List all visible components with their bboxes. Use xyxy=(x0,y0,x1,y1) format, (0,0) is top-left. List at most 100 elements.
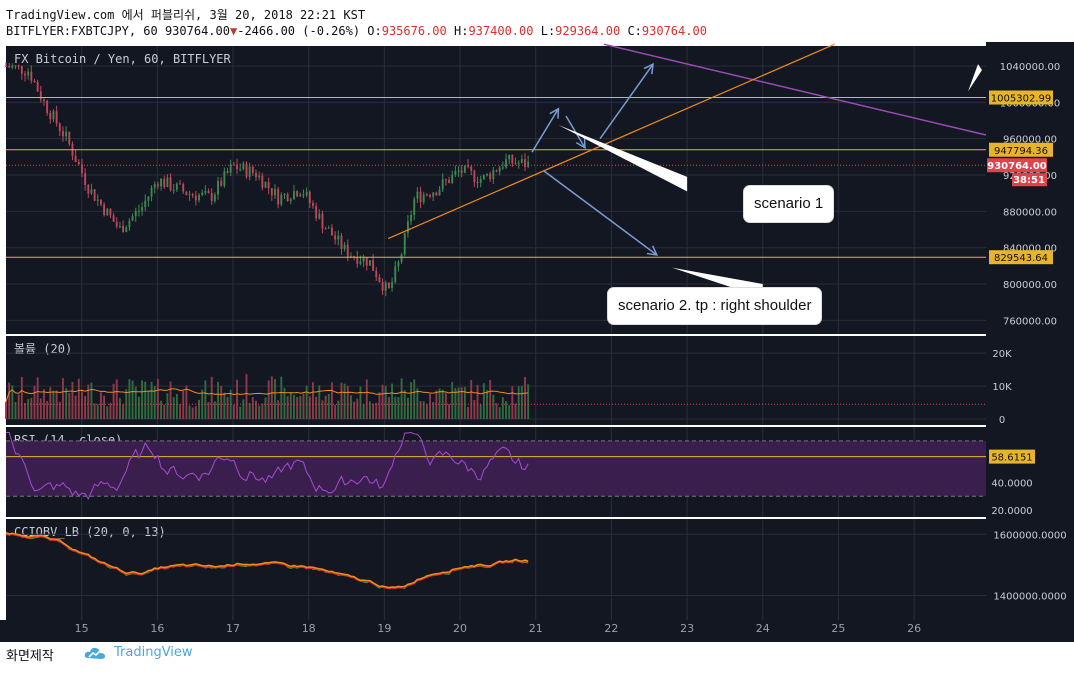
candle-body xyxy=(49,112,52,120)
volume-bar xyxy=(270,376,273,419)
candle-body xyxy=(286,193,289,202)
candle-body xyxy=(68,131,71,144)
x-tick-label: 21 xyxy=(529,622,543,635)
volume-bar xyxy=(81,391,83,419)
candle-body xyxy=(188,194,191,196)
candle-body xyxy=(109,208,112,216)
candle-body xyxy=(77,162,80,165)
volume-bar xyxy=(312,382,314,419)
candle-body xyxy=(451,174,454,183)
x-tick-label: 16 xyxy=(150,622,164,635)
volume-bar xyxy=(467,406,469,419)
level-label: 947794.36 xyxy=(994,146,1048,157)
volume-bar xyxy=(169,381,172,419)
candle-body xyxy=(467,165,469,167)
tradingview-link[interactable]: TradingView xyxy=(114,645,193,660)
price-tick-label: 960000.00 xyxy=(1003,135,1057,146)
volume-bar xyxy=(441,389,444,419)
low-value: 929364.00 xyxy=(555,24,621,38)
volume-bar xyxy=(368,401,371,419)
volume-bar xyxy=(134,386,137,419)
volume-bar xyxy=(454,387,457,419)
volume-bar xyxy=(476,384,479,419)
candle-body xyxy=(321,213,324,229)
volume-bar xyxy=(448,404,450,419)
candle-body xyxy=(435,192,438,196)
cci-tick-label: 1600000.0000 xyxy=(993,530,1066,541)
candle-body xyxy=(58,123,61,132)
candle-body xyxy=(520,159,523,163)
volume-bar xyxy=(410,382,413,419)
rsi-last-bg xyxy=(989,449,1035,464)
volume-bar xyxy=(163,404,166,419)
candle-body xyxy=(185,191,188,196)
candle-body xyxy=(267,182,270,189)
volume-bar xyxy=(245,374,248,419)
candle-body xyxy=(112,215,115,222)
volume-tick-label: 20K xyxy=(992,349,1012,360)
candle-body xyxy=(362,257,365,262)
candle-body xyxy=(425,194,428,196)
arrow-down-1 xyxy=(565,115,586,149)
volume-bar xyxy=(236,379,238,419)
volume-bar xyxy=(137,396,140,419)
candle-body xyxy=(315,205,318,219)
chart-canvas[interactable]: 15 16 17 18 19 20 21 22 23 24 25 26 760000.00 800000.… xyxy=(0,42,1074,642)
candle-body xyxy=(84,173,87,186)
candle-body xyxy=(229,164,232,173)
arrow-down-2 xyxy=(542,169,658,256)
candle-body xyxy=(387,282,390,289)
volume-bar xyxy=(482,383,485,419)
volume-bar xyxy=(210,376,213,419)
candle-body xyxy=(8,66,11,68)
volume-bar xyxy=(24,402,26,419)
volume-bar xyxy=(185,385,188,419)
volume-bar xyxy=(315,396,318,419)
volume-bar xyxy=(394,396,397,419)
volume-bar xyxy=(36,377,39,419)
candle-body xyxy=(220,180,223,186)
candle-body xyxy=(444,179,447,181)
volume-bar xyxy=(90,382,93,419)
volume-bar xyxy=(356,398,359,419)
candle-body xyxy=(131,216,134,221)
candle-body xyxy=(337,235,340,240)
candle-body xyxy=(125,227,128,233)
volume-bar xyxy=(229,389,232,419)
candle-body xyxy=(334,235,337,240)
candle-body xyxy=(163,178,166,188)
level-label: 829543.64 xyxy=(994,253,1048,264)
symbol-text: BITFLYER:FXBTCJPY, 60 xyxy=(6,24,158,38)
candle-body xyxy=(400,254,403,262)
rsi-tick-label: 40.0000 xyxy=(991,478,1032,489)
volume-bar xyxy=(226,396,229,419)
volume-bar xyxy=(198,399,200,419)
candle-body xyxy=(141,206,144,211)
volume-bar xyxy=(153,386,156,419)
volume-bar xyxy=(17,394,20,419)
volume-bar xyxy=(302,393,305,419)
x-tick-label: 18 xyxy=(302,622,316,635)
x-tick-label: 20 xyxy=(453,622,467,635)
countdown-bg xyxy=(1012,173,1047,187)
volume-bar xyxy=(74,395,77,419)
candle-body xyxy=(527,161,530,167)
volume-bar xyxy=(27,399,30,419)
candle-body xyxy=(191,194,194,196)
candle-body xyxy=(274,188,276,196)
volume-bar xyxy=(62,378,64,419)
candle-body xyxy=(375,270,378,278)
volume-bar xyxy=(429,393,432,419)
volume-bar xyxy=(122,404,125,419)
candle-body xyxy=(156,184,159,187)
candle-body xyxy=(14,65,17,67)
volume-bar xyxy=(144,381,147,419)
candle-body xyxy=(251,166,254,173)
volume-bar xyxy=(432,402,435,419)
candle-body xyxy=(289,199,292,202)
volume-bar xyxy=(39,398,42,419)
candle-body xyxy=(438,189,441,196)
candle-body xyxy=(236,164,238,169)
down-triangle-icon: ▼ xyxy=(229,24,238,38)
volume-bar xyxy=(305,385,308,419)
